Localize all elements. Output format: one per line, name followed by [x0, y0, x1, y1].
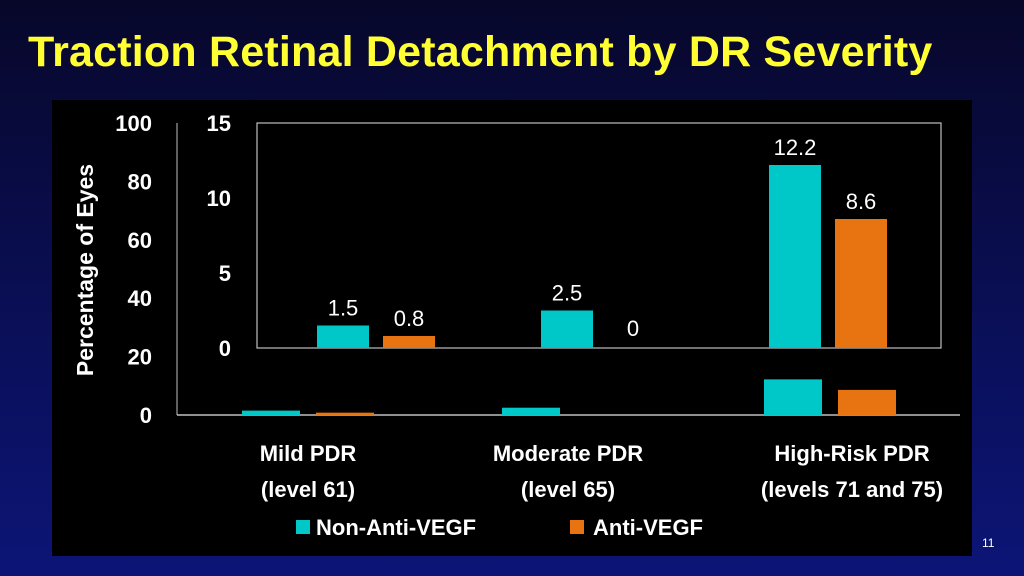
- outer-bar-non-anti-vegf-1: [502, 407, 560, 415]
- outer-y-tick-label-5: 100: [115, 111, 152, 136]
- inset-bar-non-anti-vegf-2: [769, 165, 821, 348]
- category-label-1-line-1: (level 65): [521, 477, 615, 502]
- inset-bar-anti-vegf-2: [835, 219, 887, 348]
- inset-data-label-non-anti-vegf-2: 12.2: [774, 135, 817, 160]
- outer-y-tick-label-3: 60: [128, 228, 152, 253]
- outer-bar-anti-vegf-2: [838, 389, 896, 415]
- category-label-0-line-0: Mild PDR: [260, 441, 357, 466]
- outer-bar-non-anti-vegf-0: [242, 410, 300, 415]
- outer-y-tick-label-4: 80: [128, 169, 152, 194]
- inset-y-tick-label-0: 0: [219, 336, 231, 361]
- slide-number: 11: [982, 536, 995, 550]
- outer-bar-anti-vegf-0: [316, 412, 374, 415]
- legend-swatch-1: [570, 520, 584, 534]
- inset-data-label-non-anti-vegf-1: 2.5: [552, 281, 583, 306]
- legend-label-1: Anti-VEGF: [593, 515, 703, 540]
- category-label-2-line-1: (levels 71 and 75): [761, 477, 943, 502]
- inset-bar-non-anti-vegf-0: [317, 325, 369, 348]
- slide-title: Traction Retinal Detachment by DR Severi…: [28, 28, 933, 76]
- inset-y-tick-label-3: 15: [207, 111, 231, 136]
- outer-y-tick-label-1: 20: [128, 345, 152, 370]
- inset-data-label-non-anti-vegf-0: 1.5: [328, 296, 359, 321]
- outer-y-tick-label-0: 0: [140, 403, 152, 428]
- legend-label-0: Non-Anti-VEGF: [316, 515, 476, 540]
- outer-bar-non-anti-vegf-2: [764, 379, 822, 415]
- legend-swatch-0: [296, 520, 310, 534]
- inset-y-tick-label-2: 10: [207, 186, 231, 211]
- category-label-0-line-1: (level 61): [261, 477, 355, 502]
- outer-y-axis-title: Percentage of Eyes: [72, 164, 98, 376]
- inset-y-tick-label-1: 5: [219, 261, 231, 286]
- inset-plot-frame: [256, 122, 942, 349]
- inset-bar-anti-vegf-0: [383, 336, 435, 348]
- inset-bar-non-anti-vegf-1: [541, 310, 593, 348]
- inset-data-label-anti-vegf-1: 0: [627, 316, 639, 341]
- inset-data-label-anti-vegf-0: 0.8: [394, 306, 425, 331]
- outer-y-tick-label-2: 40: [128, 286, 152, 311]
- category-label-2-line-0: High-Risk PDR: [774, 441, 929, 466]
- category-label-1-line-0: Moderate PDR: [493, 441, 643, 466]
- inset-data-label-anti-vegf-2: 8.6: [846, 189, 877, 214]
